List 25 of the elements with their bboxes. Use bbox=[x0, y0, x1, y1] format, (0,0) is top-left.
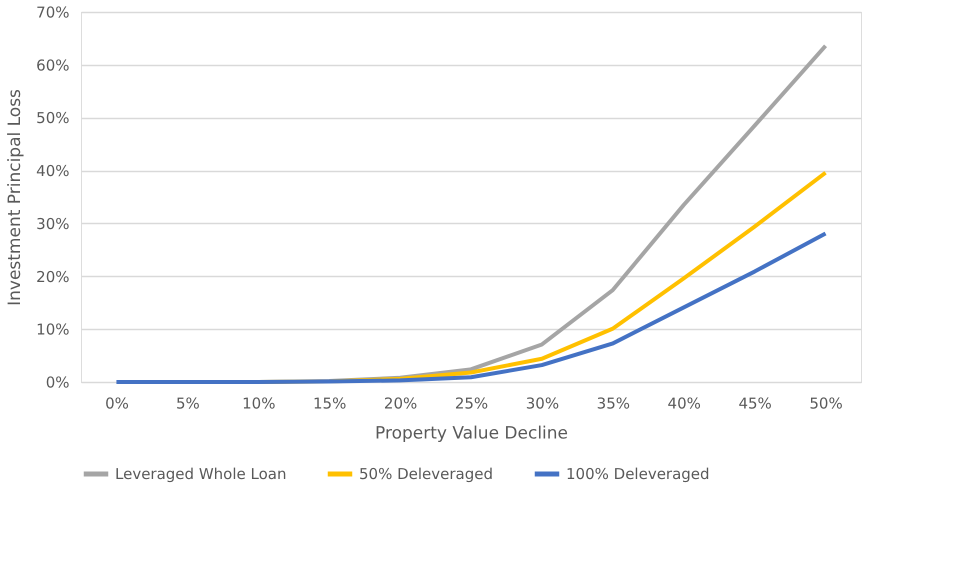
x-tick-label: 40% bbox=[668, 394, 701, 412]
legend-label: Leveraged Whole Loan bbox=[115, 465, 286, 483]
x-tick-label: 5% bbox=[176, 394, 200, 412]
y-tick-label: 70% bbox=[36, 4, 70, 22]
x-tick-label: 30% bbox=[526, 394, 560, 412]
x-tick-label: 25% bbox=[454, 394, 488, 412]
y-tick-label: 10% bbox=[36, 320, 70, 339]
y-axis-title: Investment Principal Loss bbox=[5, 88, 26, 306]
y-tick-label: 40% bbox=[36, 162, 70, 180]
y-tick-label: 20% bbox=[36, 268, 70, 286]
x-tick-label: 35% bbox=[596, 394, 630, 412]
y-tick-label: 50% bbox=[36, 109, 70, 128]
x-tick-label: 15% bbox=[313, 394, 346, 412]
x-tick-label: 50% bbox=[809, 394, 843, 412]
y-tick-label: 0% bbox=[46, 374, 70, 392]
line-series bbox=[114, 231, 828, 384]
x-tick-label: 0% bbox=[105, 394, 129, 412]
x-axis-title: Property Value Decline bbox=[374, 424, 568, 444]
x-tick-label: 10% bbox=[242, 394, 276, 412]
legend-label: 50% Deleveraged bbox=[359, 465, 494, 483]
y-tick-label: 30% bbox=[36, 214, 70, 233]
x-tick-label: 45% bbox=[738, 394, 772, 412]
y-tick-label: 60% bbox=[36, 56, 70, 74]
x-tick-label: 20% bbox=[384, 394, 418, 412]
legend-label: 100% Deleveraged bbox=[566, 465, 710, 483]
